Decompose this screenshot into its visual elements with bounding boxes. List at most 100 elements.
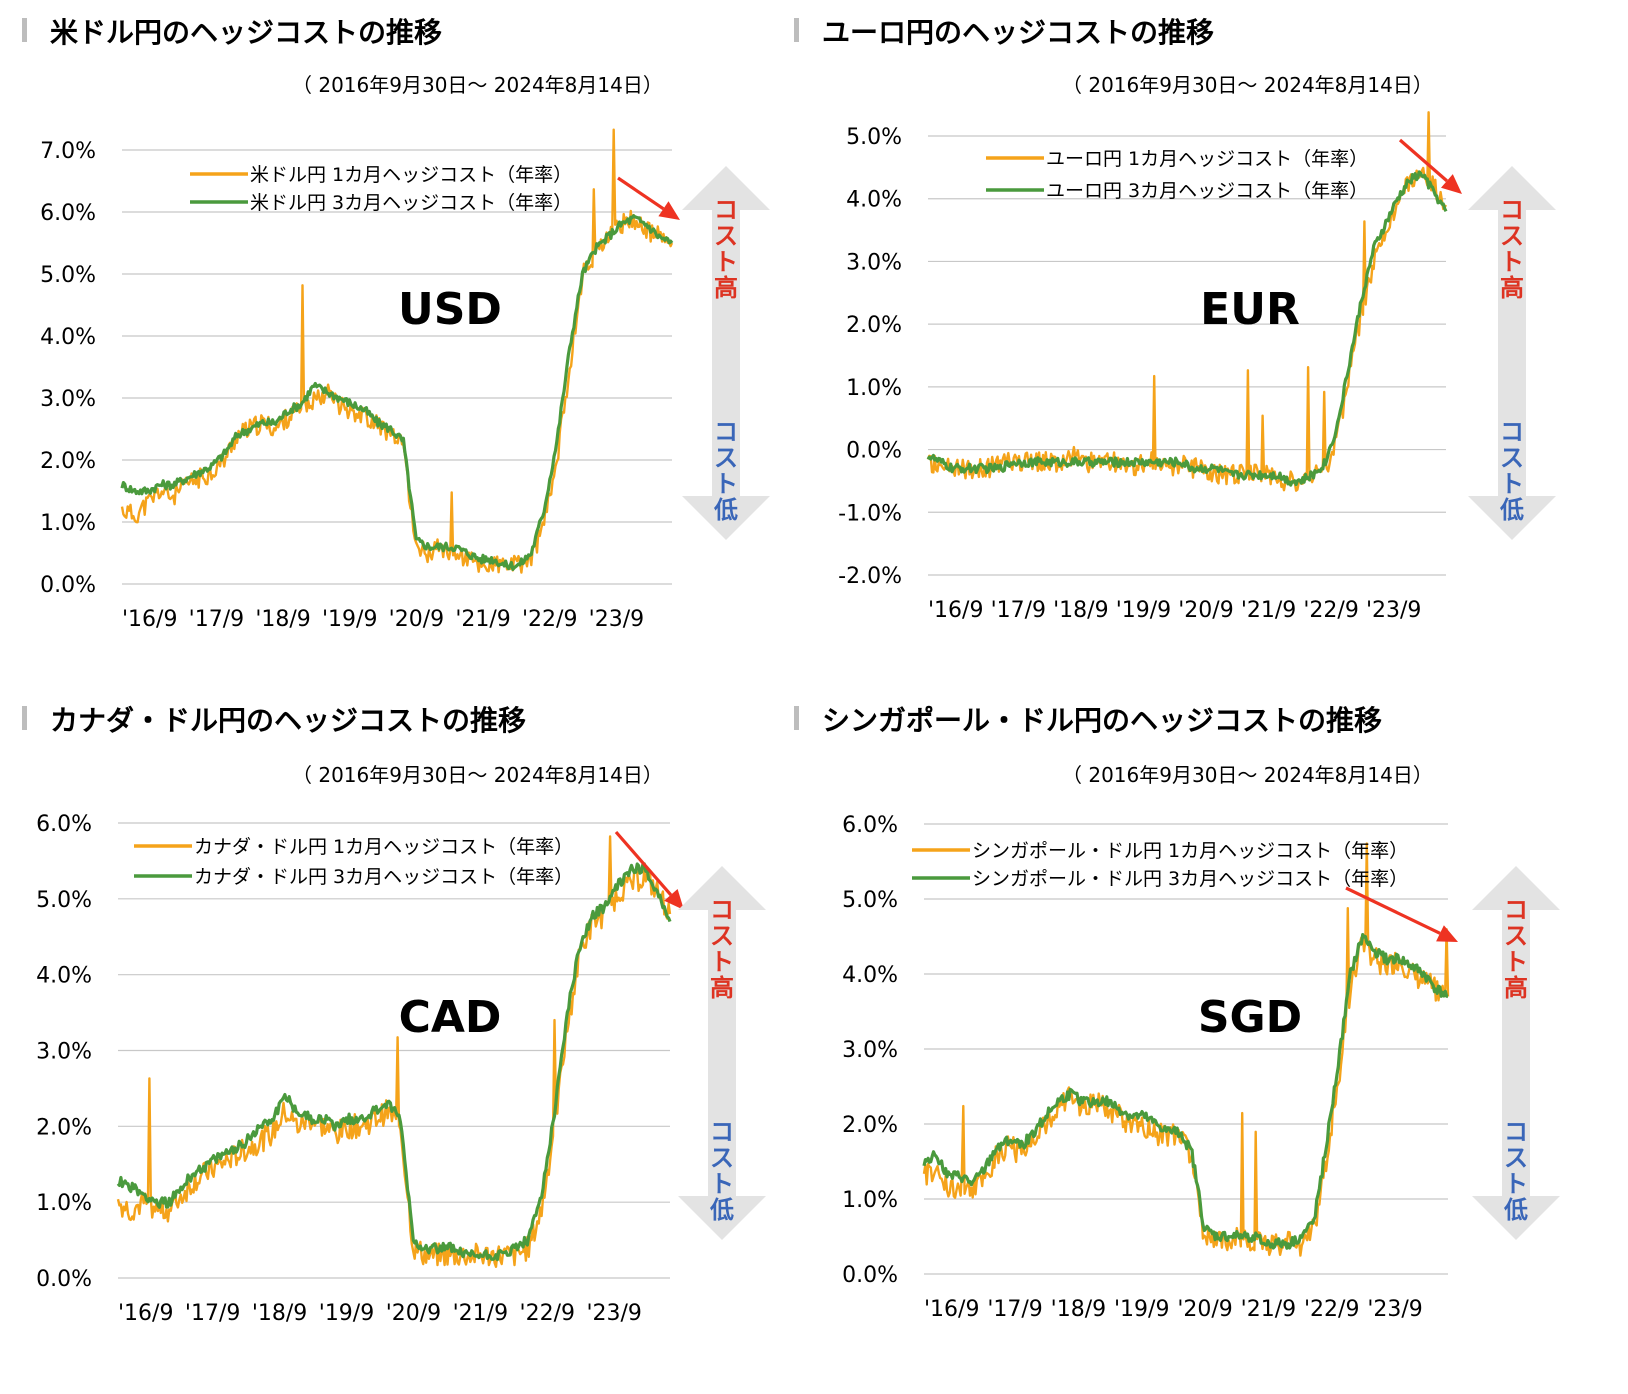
svg-text:高: 高 [1504,974,1528,1002]
currency-code: CAD [399,992,502,1043]
y-tick-label: 2.0% [842,1113,898,1138]
chart-title: ユーロ円のヘッジコストの推移 [822,16,1214,49]
y-tick-label: 4.0% [36,964,92,989]
y-tick-label: 6.0% [842,813,898,838]
y-tick-label: 2.0% [40,449,96,474]
svg-text:コ: コ [1500,418,1524,446]
cost-range-arrow [1472,866,1560,1240]
legend-label: シンガポール・ドル円 3カ月ヘッジコスト（年率） [972,868,1408,890]
svg-text:コ: コ [1504,1118,1528,1146]
series-line-3m [922,932,1449,1250]
chart-usd: 米ドル円のヘッジコストの推移 （ 2016年9月30日～ 2024年8月14日） 7… [22,16,770,632]
x-tick-label: '19/9 [1116,598,1171,623]
svg-text:ス: ス [714,222,738,250]
chart-eur: ユーロ円のヘッジコストの推移 （ 2016年9月30日～ 2024年8月14日） 5… [794,16,1556,623]
y-tick-label: 0.0% [36,1267,92,1292]
trend-arrow-line [614,830,673,896]
x-tick-label: '23/9 [1367,1297,1422,1322]
x-tick-label: '23/9 [589,607,644,632]
y-tick-label: 0.0% [846,439,902,464]
y-tick-label: 3.0% [842,1038,898,1063]
y-tick-label: 3.0% [40,387,96,412]
svg-text:ト: ト [714,470,738,498]
svg-text:ト: ト [1504,948,1528,976]
chart-panel-eur: ユーロ円のヘッジコストの推移 （ 2016年9月30日～ 2024年8月14日） 5… [794,16,1556,623]
legend-label: ユーロ円 3カ月ヘッジコスト（年率） [1046,180,1368,202]
trend-arrow-line [617,176,665,211]
x-tick-label: '20/9 [1178,598,1233,623]
x-tick-label: '18/9 [1053,598,1108,623]
x-tick-label: '16/9 [122,607,177,632]
x-tick-label: '18/9 [255,607,310,632]
y-tick-label: 5.0% [842,888,898,913]
cost-range-arrow [682,166,770,540]
chart-panel-usd: 米ドル円のヘッジコストの推移 （ 2016年9月30日～ 2024年8月14日） 7… [0,0,814,697]
x-tick-label: '19/9 [319,1301,374,1326]
x-tick-label: '22/9 [1303,598,1358,623]
currency-code: SGD [1198,992,1302,1043]
trend-arrow-head [1436,925,1458,942]
svg-text:ト: ト [1500,470,1524,498]
svg-text:コ: コ [1500,196,1524,224]
chart-panel-cad: カナダ・ドル円のヘッジコストの推移 （ 2016年9月30日～ 2024年8月14… [22,704,766,1326]
cost-range-arrow [678,866,766,1240]
svg-text:ト: ト [710,948,734,976]
y-tick-label: 0.0% [842,1263,898,1288]
trend-arrow-line [1345,886,1441,935]
cost-range-arrow [1468,166,1556,540]
chart-subtitle: （ 2016年9月30日～ 2024年8月14日） [1062,763,1433,787]
y-tick-label: 1.0% [846,376,902,401]
svg-text:ス: ス [1500,222,1524,250]
chart-subtitle: （ 2016年9月30日～ 2024年8月14日） [292,763,663,787]
y-tick-label: 1.0% [40,511,96,536]
chart-title: シンガポール・ドル円のヘッジコストの推移 [822,704,1382,737]
x-tick-label: '23/9 [1366,598,1421,623]
svg-text:低: 低 [713,496,738,524]
chart-subtitle: （ 2016年9月30日～ 2024年8月14日） [292,73,663,97]
svg-text:コ: コ [714,418,738,446]
svg-text:高: 高 [1500,274,1524,302]
series-line-3m [120,214,674,572]
svg-text:高: 高 [710,974,734,1002]
trend-arrow-head [1441,174,1462,194]
x-tick-label: '20/9 [1177,1297,1232,1322]
x-tick-label: '17/9 [991,598,1046,623]
y-tick-label: 0.0% [40,573,96,598]
svg-text:コ: コ [1504,896,1528,924]
y-tick-label: 3.0% [846,250,902,275]
legend-label: ユーロ円 1カ月ヘッジコスト（年率） [1046,148,1368,170]
title-accent-bar [22,706,27,730]
svg-text:ト: ト [1500,248,1524,276]
legend-label: 米ドル円 3カ月ヘッジコスト（年率） [250,192,572,214]
trend-arrow-line [1398,138,1448,183]
svg-text:低: 低 [709,1196,734,1224]
y-tick-label: 6.0% [36,812,92,837]
y-tick-label: 4.0% [846,188,902,213]
currency-code: USD [398,284,502,335]
y-tick-label: -1.0% [838,501,902,526]
y-tick-label: 7.0% [40,139,96,164]
y-tick-label: 4.0% [842,963,898,988]
svg-text:ト: ト [714,248,738,276]
y-tick-label: 2.0% [846,313,902,338]
x-tick-label: '19/9 [1114,1297,1169,1322]
title-accent-bar [794,706,799,730]
x-tick-label: '22/9 [520,1301,575,1326]
y-tick-label: 1.0% [36,1191,92,1216]
chart-cad: カナダ・ドル円のヘッジコストの推移 （ 2016年9月30日～ 2024年8月14… [22,704,766,1326]
x-tick-label: '19/9 [322,607,377,632]
svg-text:ス: ス [1500,444,1524,472]
legend-label: 米ドル円 1カ月ヘッジコスト（年率） [250,164,572,186]
x-tick-label: '23/9 [586,1301,641,1326]
x-tick-label: '18/9 [1051,1297,1106,1322]
x-tick-label: '22/9 [1304,1297,1359,1322]
y-tick-label: 5.0% [40,263,96,288]
